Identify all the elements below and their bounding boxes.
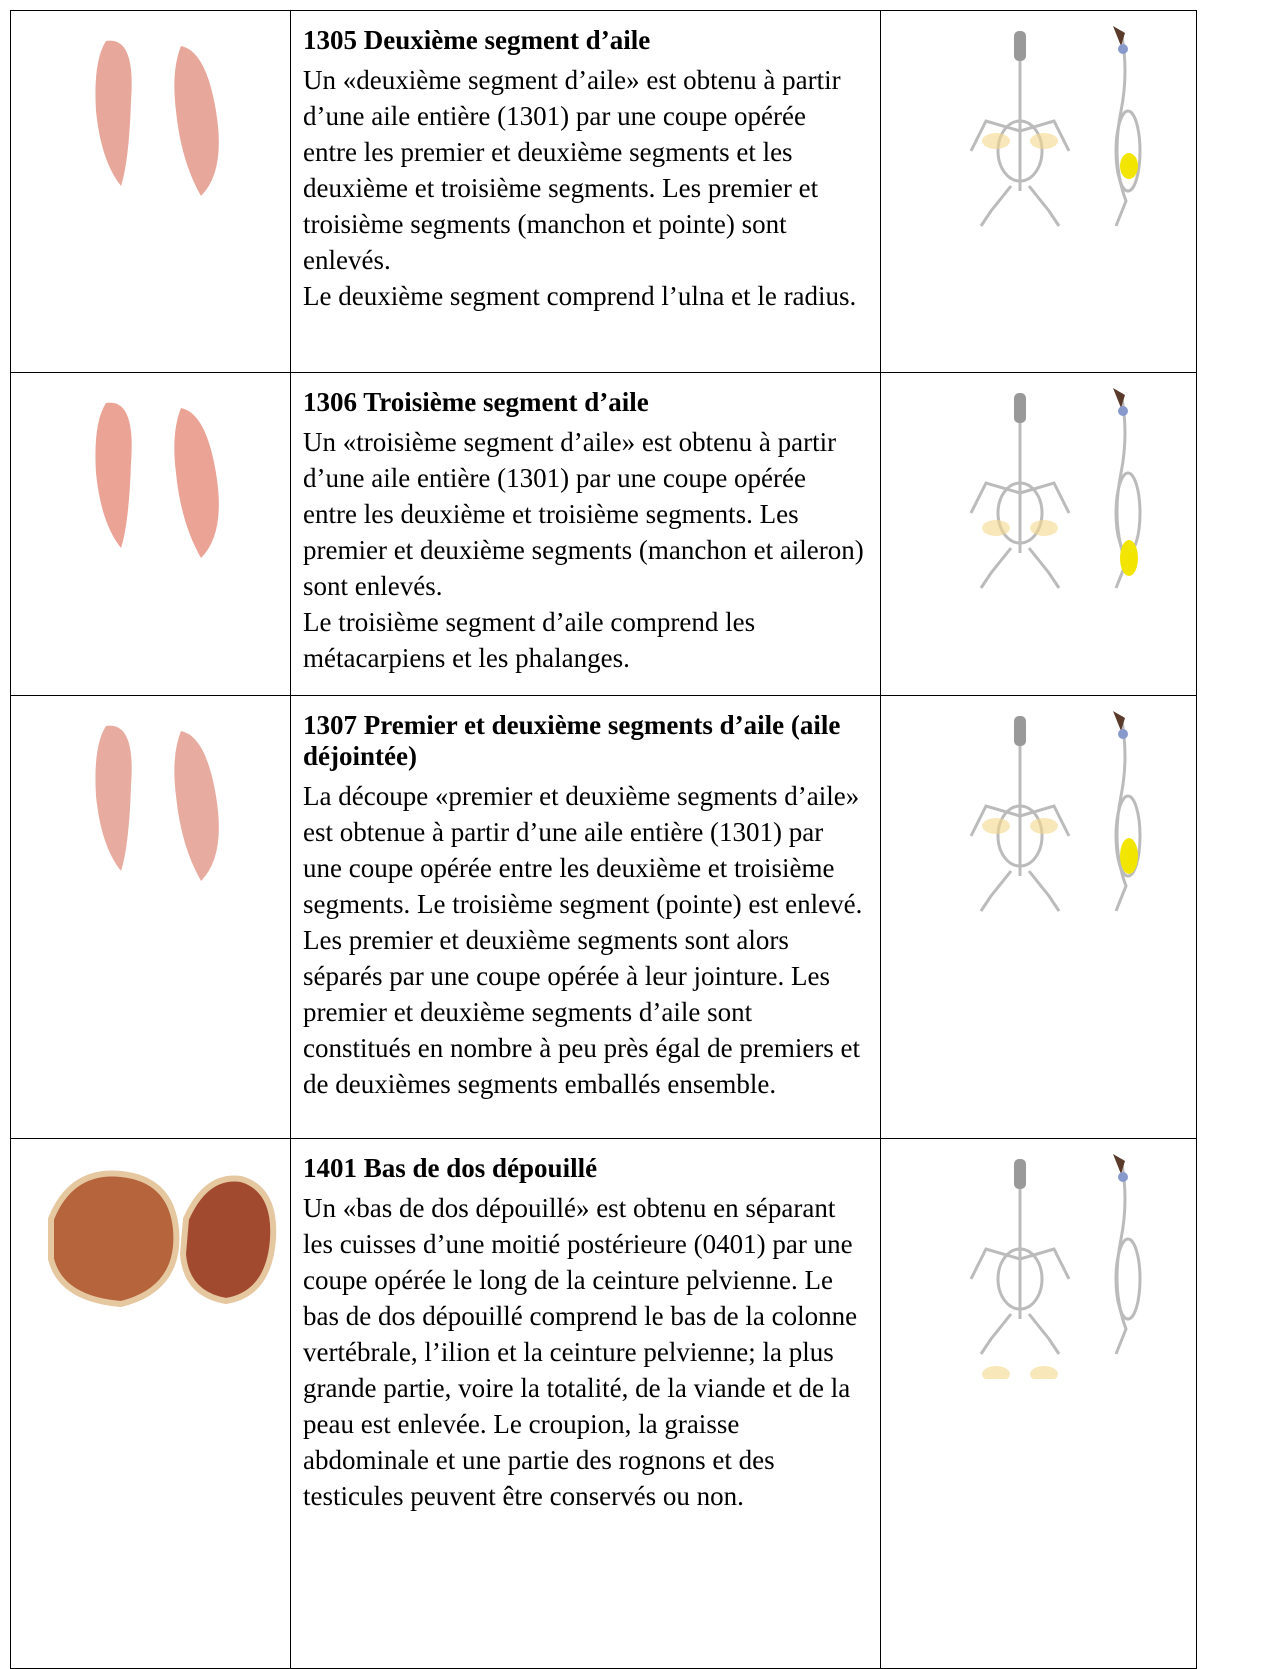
cut-description: Un «bas de dos dépouillé» est obtenu en … — [303, 1193, 858, 1511]
row: 1307 Premier et deuxième segments d’aile… — [10, 695, 1197, 1139]
wings — [969, 804, 1071, 837]
highlight-front — [1030, 818, 1058, 834]
diagram-cell — [880, 695, 1197, 1139]
ribcage — [996, 481, 1044, 545]
skull — [1014, 1159, 1026, 1189]
photo-cell — [10, 1138, 291, 1669]
meat — [174, 408, 219, 558]
wings — [969, 481, 1071, 514]
side-ribcage — [1114, 1237, 1142, 1321]
ribcage — [996, 119, 1044, 183]
highlight-front — [982, 1366, 1010, 1379]
eye — [1118, 1172, 1128, 1182]
meat-photo — [48, 1170, 277, 1308]
highlight-front — [982, 818, 1010, 834]
eye — [1118, 44, 1128, 54]
cut-title: 1306 Troisième segment d’aile — [303, 387, 649, 417]
cut-title: 1305 Deuxième segment d’aile — [303, 25, 651, 55]
meat-photo — [95, 40, 219, 196]
diagram-cell — [880, 1138, 1197, 1669]
meat-photo — [95, 725, 219, 881]
text-cell: 1306 Troisième segment d’aile Un «troisiè… — [290, 372, 881, 696]
highlight-front — [982, 520, 1010, 536]
cut-title: 1401 Bas de dos dépouillé — [303, 1153, 598, 1183]
skeleton-diagram — [969, 1154, 1142, 1379]
eye — [1118, 406, 1128, 416]
meat — [95, 40, 132, 187]
meat — [48, 1170, 180, 1308]
skull — [1014, 716, 1026, 746]
cut-description: Le deuxième segment comprend l’ulna et l… — [303, 281, 857, 311]
text-cell: 1401 Bas de dos dépouillé Un «bas de dos … — [290, 1138, 881, 1669]
cut-title: 1307 Premier et deuxième segments d’aile… — [303, 710, 841, 771]
beak — [1113, 26, 1125, 46]
side-ribcage — [1114, 109, 1142, 193]
text-cell: 1307 Premier et deuxième segments d’aile… — [290, 695, 881, 1139]
row: 1306 Troisième segment d’aile Un «troisiè… — [10, 372, 1197, 696]
text-cell: 1305 Deuxième segment d’aile Un «deuxième… — [290, 10, 881, 373]
cut-description: Un «troisième segment d’aile» est obtenu… — [303, 427, 864, 601]
skeleton — [969, 715, 1142, 912]
skull — [1014, 31, 1026, 61]
highlight — [1120, 838, 1138, 874]
row: 1401 Bas de dos dépouillé Un «bas de dos … — [10, 1138, 1197, 1669]
ribcage — [996, 804, 1044, 868]
photo-cell — [10, 10, 291, 373]
beak — [1113, 1154, 1125, 1174]
photo-cell — [10, 372, 291, 696]
skeleton — [969, 30, 1142, 227]
cut-description: Le troisième segment d’aile comprend les… — [303, 607, 756, 673]
diagram-cell — [880, 372, 1197, 696]
highlight — [1120, 153, 1138, 179]
skeleton — [969, 1158, 1142, 1355]
row: 1305 Deuxième segment d’aile Un «deuxième… — [10, 10, 1197, 373]
meat — [174, 46, 219, 196]
side-ribcage — [1114, 794, 1142, 878]
highlight-front — [982, 133, 1010, 149]
highlight — [1120, 540, 1138, 576]
skeleton-diagram — [969, 711, 1142, 912]
skeleton-diagram — [969, 26, 1142, 227]
highlight-front — [1030, 1366, 1058, 1379]
legs — [979, 1313, 1061, 1355]
legs — [979, 185, 1061, 227]
skeleton — [969, 392, 1142, 589]
diagram-cell — [880, 10, 1197, 373]
skull — [1014, 393, 1026, 423]
meat-photo — [95, 402, 219, 558]
meat — [95, 725, 132, 871]
highlight-front — [1030, 520, 1058, 536]
skeleton-diagram — [969, 388, 1142, 589]
meat — [179, 1175, 277, 1305]
eye — [1118, 729, 1128, 739]
cuts-table: 1305 Deuxième segment d’aile Un «deuxième… — [10, 10, 1197, 1669]
beak — [1113, 388, 1125, 408]
beak — [1113, 711, 1125, 731]
legs — [979, 870, 1061, 912]
cut-description: La découpe «premier et deuxième segments… — [303, 781, 863, 1099]
meat — [174, 731, 219, 881]
highlight-front — [1030, 133, 1058, 149]
meat — [95, 402, 132, 548]
wings — [969, 1247, 1071, 1280]
cut-description: Un «deuxième segment d’aile» est obtenu … — [303, 65, 841, 275]
ribcage — [996, 1247, 1044, 1311]
wings — [969, 119, 1071, 152]
photo-cell — [10, 695, 291, 1139]
legs — [979, 547, 1061, 589]
